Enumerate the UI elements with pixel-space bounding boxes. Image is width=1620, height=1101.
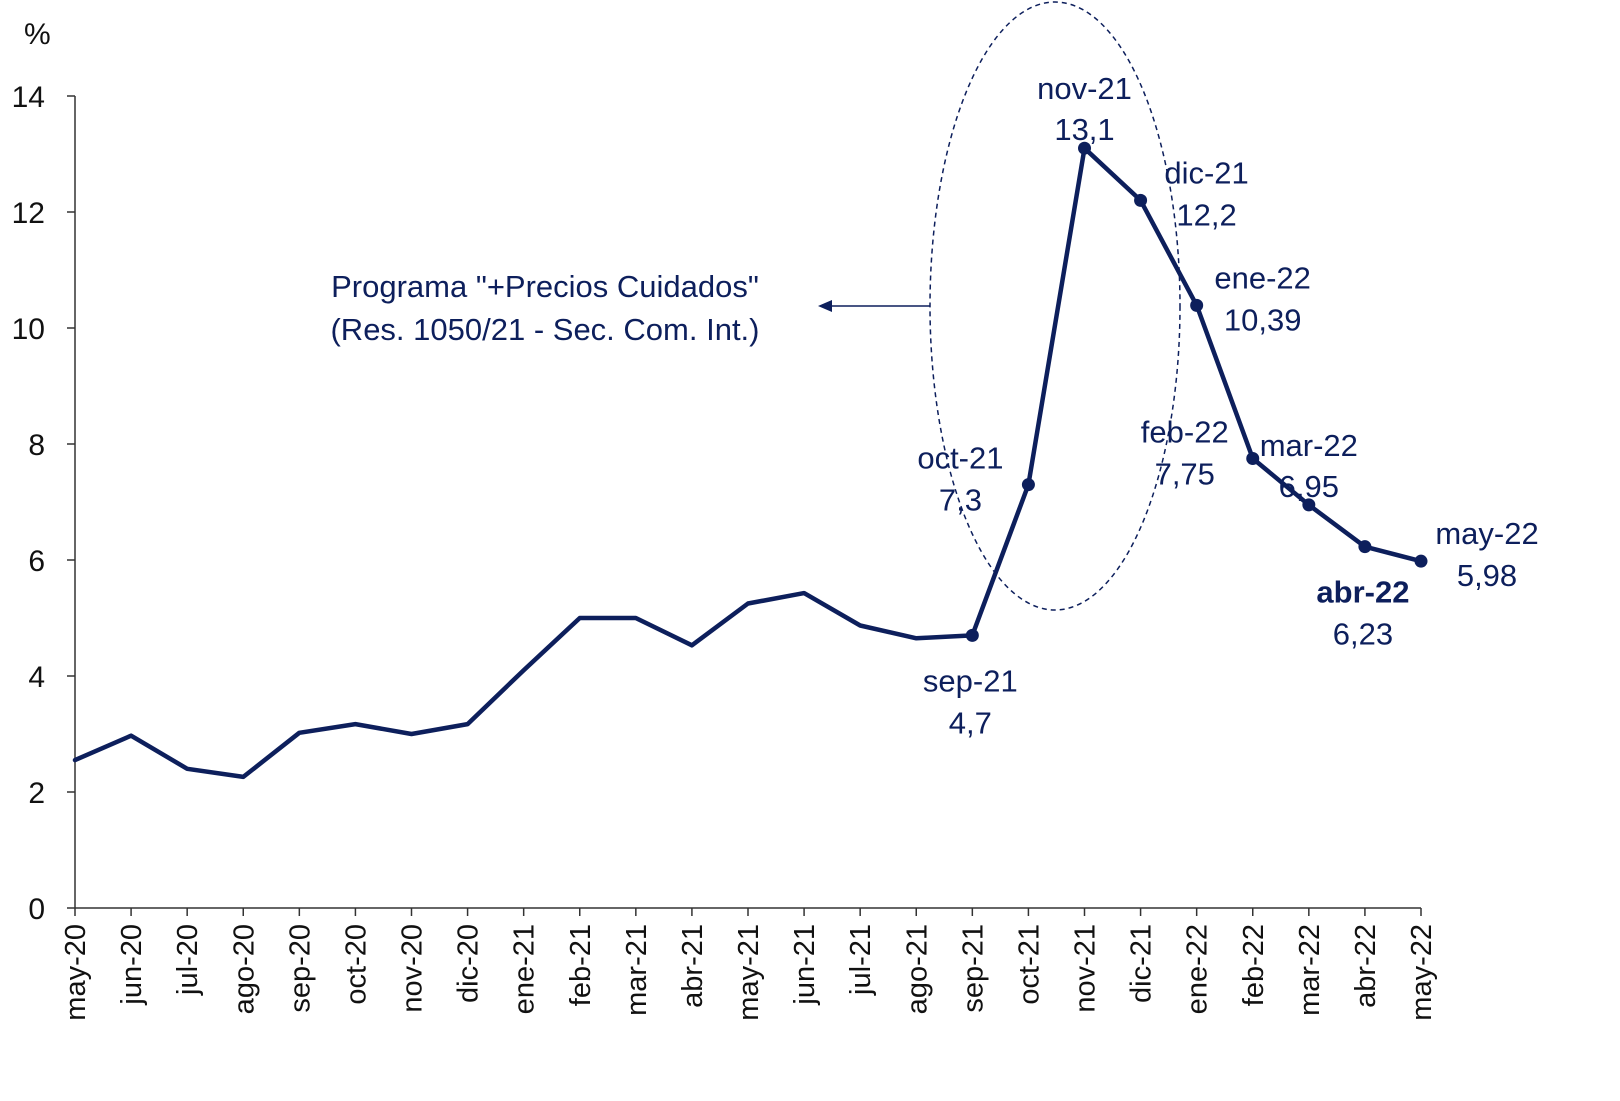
data-point-oct-21 [1021,478,1035,492]
data-point-sep-21 [965,628,979,642]
x-tick-label: jun-21 [789,924,821,1006]
y-axis: 0 2 4 6 8 10 12 14 [12,81,76,926]
series-line [72,145,1424,780]
data-labels: sep-21 4,7 oct-21 7,3 nov-21 13,1 dic-21 12,2 en… [917,71,1538,740]
x-tick-label: nov-21 [1070,924,1102,1013]
x-axis: may-20 jun-20 jul-20 ago-20 sep-20 oct-20 nov-… [60,907,1438,1021]
y-tick-label: 14 [12,81,45,114]
x-tick-label: jul-21 [845,924,877,996]
data-label-month-feb-22: feb-22 [1141,415,1229,450]
y-tick-label: 2 [28,777,45,810]
x-tick-label: sep-20 [284,924,316,1013]
data-label-value-mar-22: 6,95 [1279,469,1339,504]
data-label-value-dic-21: 12,2 [1176,197,1236,232]
x-tick-label: oct-21 [1013,924,1045,1005]
data-label-value-sep-21: 4,7 [949,705,992,740]
data-point-dic-21 [1134,193,1148,207]
y-tick-label: 4 [28,661,45,694]
annotation: Programa "+Precios Cuidados" (Res. 1050/… [330,1,1181,611]
data-label-month-nov-21: nov-21 [1037,71,1132,106]
data-label-month-oct-21: oct-21 [917,441,1003,476]
data-label-month-sep-21: sep-21 [923,663,1018,698]
x-tick-label: ago-20 [228,924,260,1014]
x-tick-label: abr-22 [1350,924,1382,1008]
data-point-may-22 [1414,554,1428,568]
x-tick-label: jun-20 [116,924,148,1006]
x-tick-label: oct-20 [340,924,372,1005]
data-label-value-may-22: 5,98 [1457,558,1517,593]
y-tick-label: 0 [28,893,45,926]
x-tick-label: mar-22 [1294,924,1326,1016]
x-tick-label: feb-21 [565,924,597,1006]
data-point-feb-22 [1246,452,1260,465]
x-tick-label: mar-21 [621,924,653,1016]
annotation-line-2: (Res. 1050/21 - Sec. Com. Int.) [330,312,759,347]
data-label-month-dic-21: dic-21 [1164,155,1248,190]
annotation-arrow-head [818,300,832,312]
data-point-ene-22 [1190,298,1204,312]
data-label-month-mar-22: mar-22 [1260,428,1358,463]
x-tick-label: abr-21 [677,924,709,1008]
data-label-value-abr-22: 6,23 [1333,617,1393,652]
x-tick-label: may-20 [60,924,92,1021]
data-label-value-feb-22: 7,75 [1155,457,1215,492]
y-axis-label: % [24,18,51,51]
y-tick-label: 10 [12,313,45,346]
x-tick-label: ago-21 [901,924,933,1014]
annotation-line-1: Programa "+Precios Cuidados" [331,269,759,304]
data-label-month-abr-22: abr-22 [1316,575,1409,610]
x-tick-label: feb-22 [1238,924,1270,1006]
x-tick-label: dic-20 [453,924,485,1003]
data-label-value-nov-21: 13,1 [1054,112,1114,147]
x-tick-label: ene-21 [509,924,541,1014]
x-tick-label: sep-21 [957,924,989,1013]
data-label-value-oct-21: 7,3 [939,483,982,518]
x-tick-label: dic-21 [1126,924,1158,1003]
x-tick-label: ene-22 [1182,924,1214,1014]
data-point-nov-21 [1078,141,1091,155]
data-label-value-ene-22: 10,39 [1224,302,1302,337]
data-point-abr-22 [1358,540,1372,554]
data-label-month-may-22: may-22 [1435,516,1538,551]
x-tick-label: may-22 [1406,924,1438,1021]
x-tick-label: nov-20 [397,924,429,1013]
x-tick-label: may-21 [733,924,765,1021]
series [72,141,1428,780]
y-tick-label: 12 [12,197,45,230]
x-tick-label: jul-20 [172,924,204,996]
y-tick-label: 8 [28,429,45,462]
data-point-mar-22 [1302,498,1316,512]
data-label-month-ene-22: ene-22 [1214,260,1311,295]
y-tick-label: 6 [28,545,45,578]
